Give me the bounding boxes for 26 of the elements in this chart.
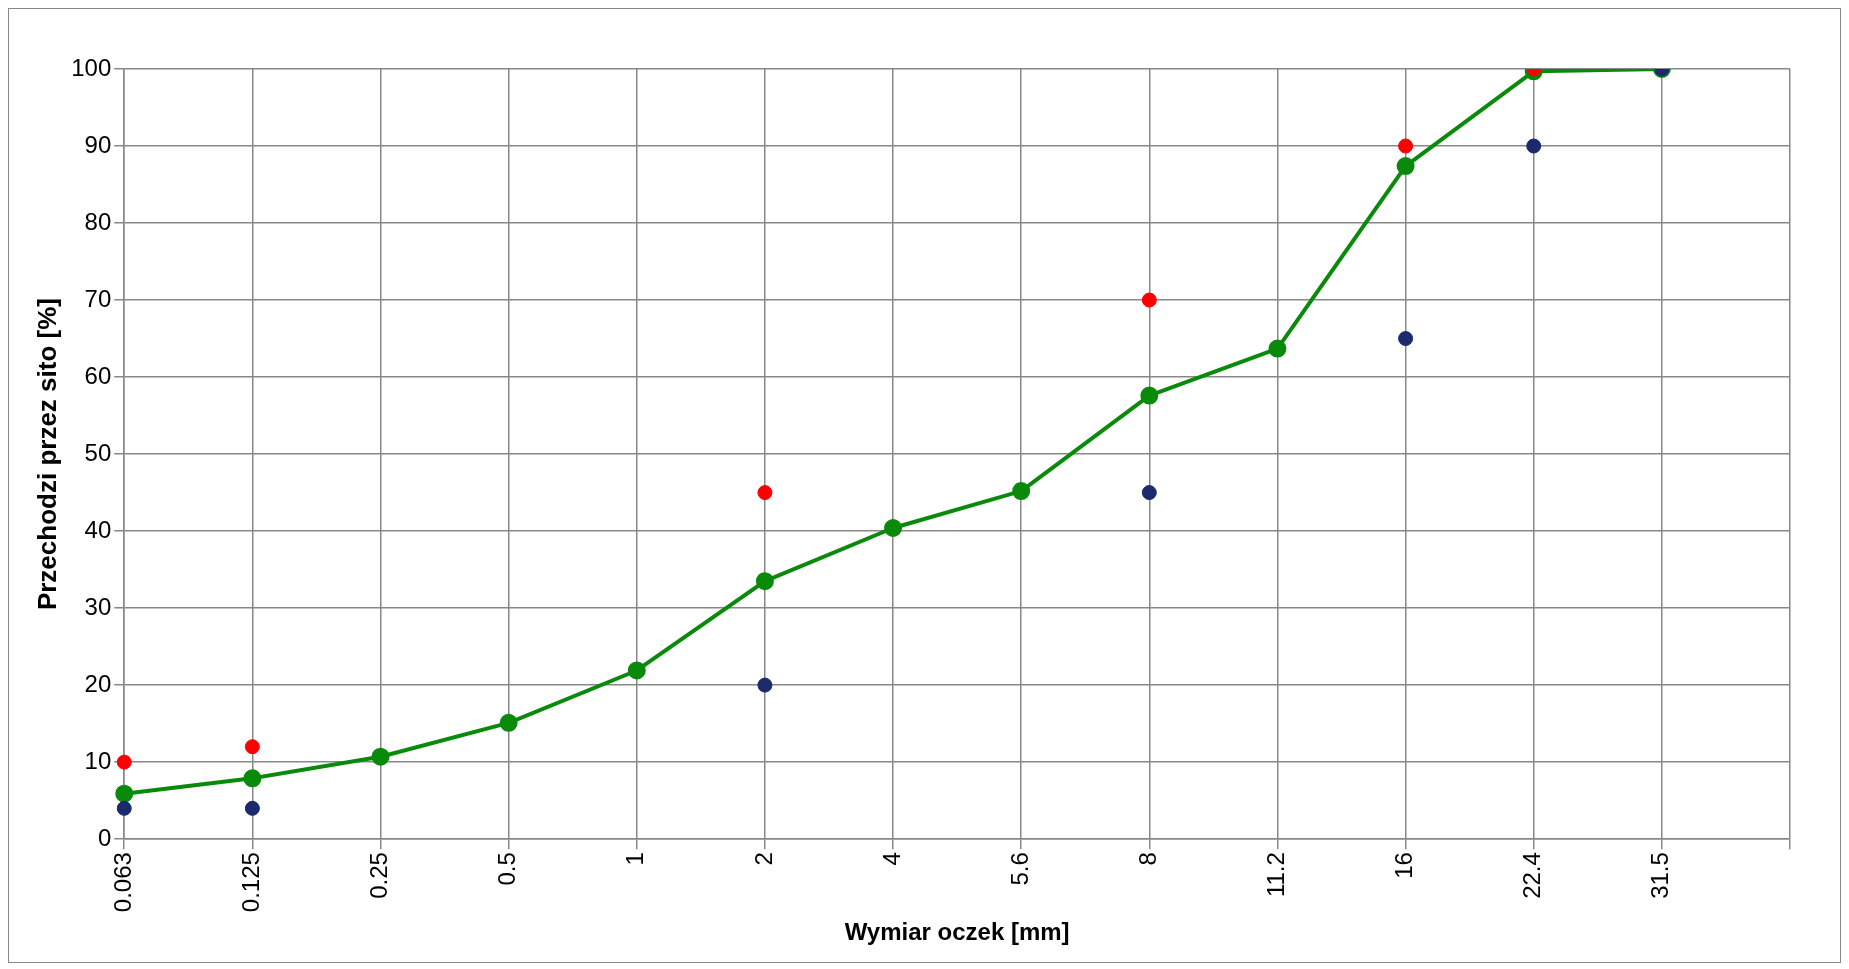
y-tick-label: 40 — [84, 515, 112, 543]
y-tick-label: 70 — [84, 284, 112, 312]
y-axis-title: Przechodzi przez sito [%] — [31, 298, 62, 611]
y-tick-label: 20 — [84, 669, 112, 697]
y-tick-label: 0 — [97, 823, 112, 851]
x-tick-label: 16 — [1390, 852, 1418, 879]
x-tick-label: 0.5 — [493, 852, 521, 886]
x-tick-label: 0.125 — [237, 852, 264, 913]
x-tick-label: 1 — [621, 852, 649, 866]
y-tick-label: 100 — [71, 53, 112, 81]
y-tick-label: 30 — [84, 592, 112, 620]
x-tick-label: 4 — [877, 852, 905, 866]
y-tick-label: 50 — [84, 438, 112, 466]
x-tick-label: 31.5 — [1646, 852, 1674, 899]
x-axis-title: Wymiar oczek [mm] — [844, 918, 1070, 946]
y-tick-label: 80 — [84, 207, 112, 235]
x-tick-label: 2 — [749, 852, 777, 866]
x-tick-label: 5.6 — [1005, 852, 1033, 886]
y-tick-label: 90 — [84, 130, 112, 158]
x-tick-label: 8 — [1133, 852, 1161, 866]
y-tick-label: 10 — [84, 746, 112, 774]
x-tick-label: 11.2 — [1262, 852, 1290, 898]
x-tick-label: 0.063 — [108, 852, 136, 913]
x-tick-label: 22.4 — [1518, 852, 1546, 899]
x-tick-label: 0.25 — [365, 852, 393, 899]
y-tick-label: 60 — [84, 361, 112, 389]
